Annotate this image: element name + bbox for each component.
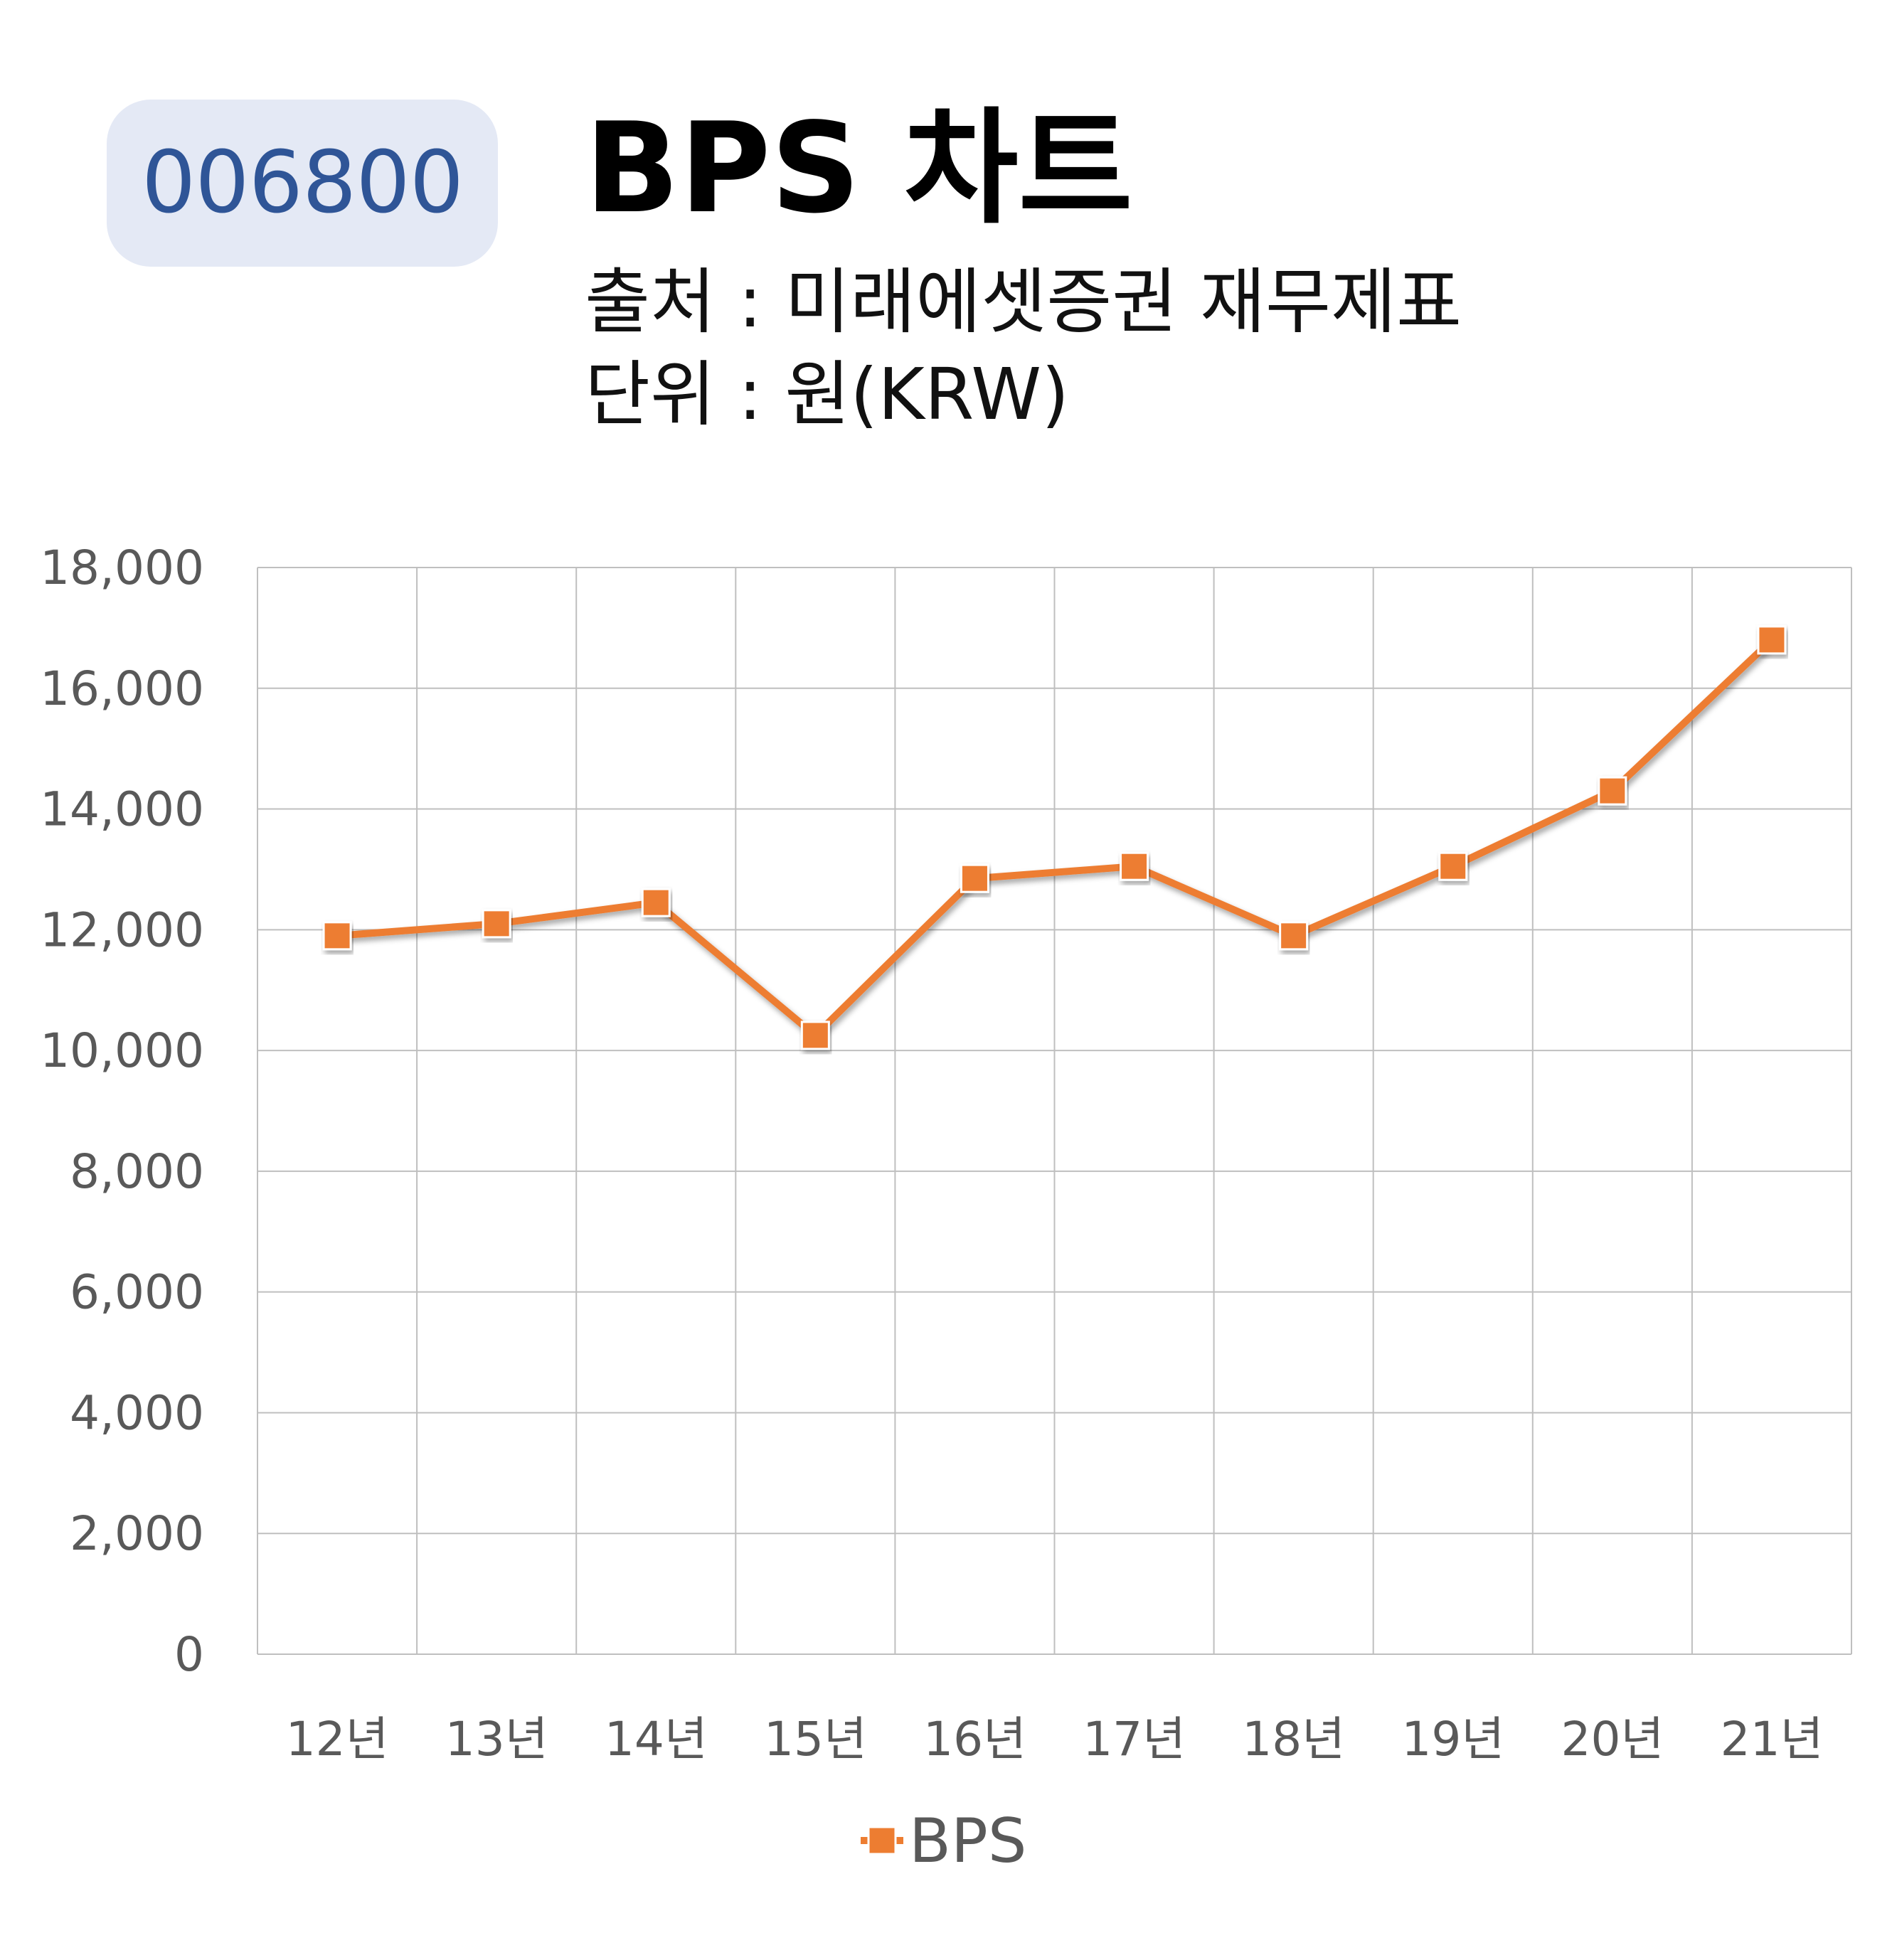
y-tick-label: 2,000 <box>70 1506 204 1561</box>
ticker-badge: 006800 <box>107 100 498 267</box>
y-tick-label: 8,000 <box>70 1144 204 1199</box>
x-tick-label: 20년 <box>1561 1712 1664 1767</box>
x-tick-label: 12년 <box>286 1712 389 1767</box>
x-tick-label: 14년 <box>605 1712 708 1767</box>
data-point-marker <box>641 888 671 917</box>
x-tick-label: 19년 <box>1401 1712 1504 1767</box>
legend-marker-swatch <box>867 1826 897 1855</box>
y-tick-label: 6,000 <box>70 1265 204 1320</box>
x-tick-label: 16년 <box>923 1712 1026 1767</box>
legend-label: BPS <box>909 1806 1026 1877</box>
x-tick-label: 13년 <box>445 1712 548 1767</box>
y-tick-label: 16,000 <box>40 661 204 716</box>
x-tick-label: 17년 <box>1083 1712 1186 1767</box>
y-tick-label: 0 <box>174 1627 204 1682</box>
y-tick-label: 10,000 <box>40 1023 204 1078</box>
chart-title: BPS 차트 <box>585 97 1133 241</box>
data-point-marker <box>960 863 989 893</box>
y-tick-label: 12,000 <box>40 902 204 957</box>
data-point-marker <box>322 921 352 951</box>
x-tick-label: 18년 <box>1242 1712 1345 1767</box>
data-point-marker <box>482 909 511 939</box>
x-tick-label: 15년 <box>764 1712 867 1767</box>
series-line-bps <box>336 637 1775 1039</box>
y-tick-label: 14,000 <box>40 782 204 837</box>
data-point-marker <box>1279 921 1309 951</box>
data-point-marker <box>1120 851 1149 881</box>
x-tick-label: 21년 <box>1721 1712 1824 1767</box>
data-point-marker <box>1757 625 1787 655</box>
ticker-code: 006800 <box>141 134 464 233</box>
y-tick-label: 4,000 <box>70 1385 204 1440</box>
y-tick-label: 18,000 <box>40 540 204 595</box>
source-note: 출처 : 미래에셋증권 재무제표 <box>585 260 1462 343</box>
data-point-marker <box>800 1021 830 1050</box>
data-point-marker <box>1438 851 1468 881</box>
data-point-marker <box>1598 776 1627 806</box>
unit-note: 단위 : 원(KRW) <box>585 353 1070 436</box>
